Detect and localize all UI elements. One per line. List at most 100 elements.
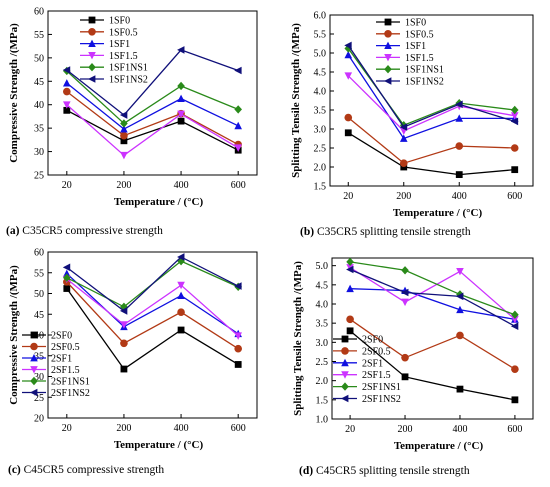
- legend-label: 1SF1: [405, 41, 426, 52]
- caption-letter: (a): [6, 225, 20, 237]
- panel-caption: (d) C45CR5 splitting tensile strength: [299, 465, 470, 477]
- data-point: [456, 268, 464, 276]
- legend-marker: [88, 63, 96, 72]
- series-line: [66, 273, 239, 335]
- series-line: [347, 75, 515, 132]
- series-2SF1NS2: [62, 253, 242, 315]
- x-tick-label: 200: [398, 424, 413, 435]
- data-point: [344, 72, 353, 80]
- x-axis-title: Temperature / (°C): [393, 207, 483, 219]
- legend-label: 2SF1.5: [51, 365, 80, 376]
- series-1SF1NS2: [62, 46, 242, 119]
- series-1SF1NS1: [63, 66, 242, 128]
- data-point: [401, 353, 409, 362]
- data-point: [119, 307, 128, 315]
- legend-label: 1SF1NS1: [405, 65, 444, 76]
- legend-label: 1SF1NS2: [109, 75, 148, 86]
- data-point: [344, 129, 352, 137]
- legend-label: 1SF0.5: [109, 27, 138, 38]
- legend-marker: [30, 376, 38, 386]
- caption-letter: (b): [300, 226, 314, 238]
- legend-label: 2SF0: [51, 331, 72, 342]
- data-point: [344, 50, 353, 59]
- data-point: [63, 273, 71, 282]
- data-point: [401, 288, 409, 297]
- data-point: [120, 321, 128, 329]
- legend-label: 1SF1NS1: [109, 63, 148, 74]
- series-line: [66, 82, 239, 130]
- series-2SF1NS2: [346, 265, 519, 331]
- y-tick-label: 5.0: [314, 49, 327, 60]
- y-tick-label: 30: [34, 372, 44, 383]
- data-point: [511, 365, 519, 373]
- series-2SF0: [63, 285, 242, 373]
- data-point: [511, 310, 519, 319]
- y-tick-label: 3.0: [314, 125, 327, 136]
- legend-label: 1SF0: [405, 18, 426, 29]
- data-point: [401, 373, 409, 381]
- data-point: [346, 257, 354, 267]
- y-tick-label: 55: [34, 268, 44, 279]
- data-point: [63, 106, 71, 114]
- x-tick-label: 400: [174, 423, 189, 434]
- series-line: [349, 268, 516, 327]
- series-1SF1NS2: [344, 41, 519, 131]
- legend-marker: [88, 52, 96, 60]
- series-1SF0.5: [63, 87, 242, 149]
- data-point: [456, 305, 464, 314]
- data-point: [120, 131, 128, 140]
- series-line: [349, 267, 516, 320]
- legend-marker: [88, 16, 96, 24]
- y-tick-label: 2.5: [314, 144, 327, 155]
- data-point: [234, 144, 242, 152]
- caption-text: C45CR5 compressive strength: [21, 464, 165, 476]
- legend-label: 1SF0.5: [405, 29, 434, 40]
- legend-label: 1SF1.5: [109, 51, 138, 62]
- y-tick-label: 50: [34, 53, 44, 64]
- legend-label: 1SF1: [109, 39, 130, 50]
- legend-marker: [341, 335, 349, 343]
- data-point: [177, 110, 185, 119]
- x-tick-label: 200: [396, 191, 411, 202]
- x-axis-title: Temperature / (°C): [114, 439, 204, 451]
- plot-frame: [331, 257, 534, 420]
- legend-marker: [384, 77, 392, 85]
- series-line: [349, 318, 516, 370]
- y-tick-label: 55: [34, 30, 44, 41]
- y-axis-title: Splitting Tensile Strength /(MPa): [292, 261, 304, 416]
- y-tick-label: 5.5: [314, 30, 327, 41]
- x-axis-title: Temperature / (°C): [394, 440, 484, 452]
- x-tick-label: 600: [231, 180, 246, 191]
- legend-marker: [341, 371, 349, 379]
- y-tick-label: 2.5: [316, 357, 329, 368]
- data-point: [119, 111, 128, 119]
- y-tick-label: 5.0: [316, 261, 329, 272]
- data-point: [344, 113, 353, 122]
- chart-panel-3: 20 25 30 35 40 45 50 55 60 20 200 400 600 Temperature…: [8, 248, 258, 476]
- y-tick-label: 45: [34, 77, 44, 88]
- data-point: [177, 281, 185, 290]
- series-line: [349, 261, 516, 316]
- chart-panel-2: 1.5 2.0 2.5 3.0 3.5 4.0 4.5 5.0 5.5 6.0 20 200 400 60…: [290, 11, 534, 238]
- y-tick-label: 30: [34, 147, 44, 158]
- legend-label: 2SF1NS2: [362, 394, 401, 405]
- series-1SF1.5: [63, 101, 242, 160]
- y-tick-label: 3.5: [314, 106, 327, 117]
- legend-label: 2SF0: [362, 335, 383, 346]
- legend-label: 1SF0: [109, 16, 130, 27]
- x-tick-label: 20: [343, 191, 353, 202]
- y-tick-label: 3.0: [316, 338, 329, 349]
- x-tick-label: 400: [174, 180, 189, 191]
- data-point: [177, 94, 185, 103]
- x-tick-label: 200: [116, 180, 131, 191]
- y-tick-label: 4.0: [314, 87, 327, 98]
- x-tick-label: 600: [231, 423, 246, 434]
- y-tick-label: 35: [34, 124, 44, 135]
- x-tick-label: 600: [507, 424, 522, 435]
- series-line: [66, 278, 239, 337]
- series-2SF1: [346, 284, 519, 323]
- y-axis-title: Compressive Strength /(MPa): [8, 23, 20, 163]
